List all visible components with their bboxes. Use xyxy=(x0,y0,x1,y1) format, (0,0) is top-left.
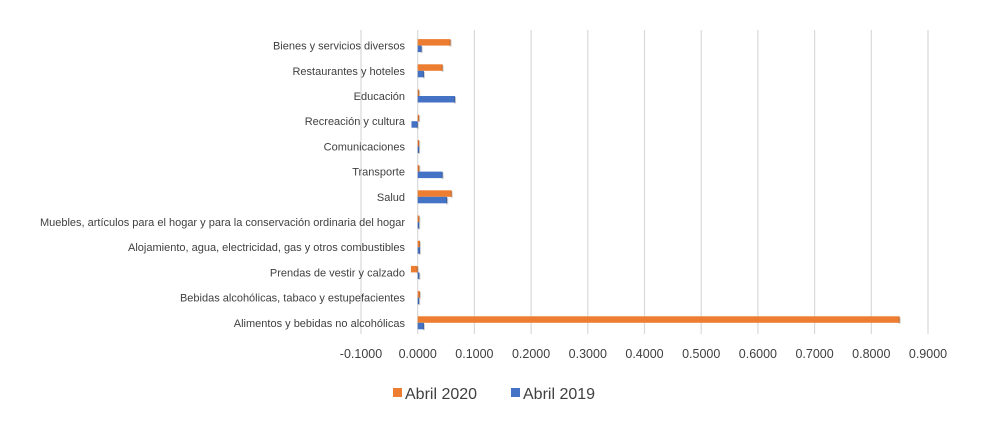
bar-shadow xyxy=(446,197,449,205)
bar-abril-2019 xyxy=(411,121,418,128)
bars xyxy=(410,39,901,331)
bar-abril-2019 xyxy=(417,196,448,204)
bar-abril-2019 xyxy=(417,96,456,103)
bar-abril-2019 xyxy=(417,247,420,254)
bar-shadow xyxy=(441,65,444,72)
x-tick-label: 0.0000 xyxy=(399,347,437,361)
x-tick-label: 0.3000 xyxy=(569,347,607,361)
bar-shadow xyxy=(418,273,421,280)
x-tick-label: 0.8000 xyxy=(852,347,890,361)
bar-abril-2020 xyxy=(417,291,420,298)
bar-abril-2020 xyxy=(417,39,451,46)
bar-abril-2019 xyxy=(417,45,422,53)
bar-shadow xyxy=(450,191,453,198)
category-label: Bebidas alcohólicas, tabaco y estupefaci… xyxy=(180,293,406,305)
x-tick-label: 0.9000 xyxy=(909,347,947,361)
bar-abril-2020 xyxy=(417,190,452,197)
x-tick-label: 0.4000 xyxy=(625,347,663,361)
legend-label-abril-2020: Abril 2020 xyxy=(405,386,477,403)
bar-abril-2019 xyxy=(417,272,420,279)
bar-shadow xyxy=(418,241,421,249)
bar-abril-2020 xyxy=(417,89,420,96)
category-label: Comunicaciones xyxy=(324,141,406,153)
x-tick-labels: -0.1000 0.0000 0.1000 0.2000 0.3000 0.4000 0.5… xyxy=(340,347,947,361)
x-tick-label: 0.1000 xyxy=(455,347,493,361)
category-label: Restaurantes y hoteles xyxy=(292,66,405,78)
legend-swatch-abril-2019 xyxy=(511,388,520,397)
bar-shadow xyxy=(418,298,421,306)
bar-shadow xyxy=(418,292,421,299)
x-tick-label: 0.6000 xyxy=(739,347,777,361)
bar-abril-2019 xyxy=(417,297,420,305)
legend-label-abril-2019: Abril 2019 xyxy=(523,386,595,403)
bar-shadow xyxy=(422,71,425,79)
bar-abril-2020 xyxy=(417,165,420,172)
bar-abril-2020 xyxy=(417,215,420,222)
legend-swatch-abril-2020 xyxy=(393,388,402,397)
bar-shadow xyxy=(418,216,421,223)
bar-abril-2019 xyxy=(417,171,443,179)
category-label: Transporte xyxy=(352,167,405,179)
category-label: Muebles, artículos para el hogar y para … xyxy=(40,217,405,229)
gridlines xyxy=(360,30,929,334)
bar-shadow xyxy=(441,172,444,180)
bar-shadow xyxy=(418,223,421,230)
legend: Abril 2020 Abril 2019 xyxy=(393,386,595,403)
bar-abril-2020 xyxy=(417,139,420,147)
category-label: Educación xyxy=(354,91,405,103)
bar-shadow xyxy=(416,122,419,129)
bar-abril-2019 xyxy=(417,222,420,229)
category-label: Bienes y servicios diversos xyxy=(273,41,406,53)
bar-shadow xyxy=(418,90,421,97)
bar-shadow xyxy=(449,40,452,47)
x-tick-label: 0.7000 xyxy=(795,347,833,361)
bar-shadow xyxy=(418,115,421,123)
bar-abril-2019 xyxy=(417,322,424,330)
bar-abril-2019 xyxy=(417,70,424,78)
bar-shadow xyxy=(416,266,419,274)
bar-abril-2020 xyxy=(417,240,420,248)
bar-shadow xyxy=(418,248,421,255)
x-tick-label: 0.2000 xyxy=(512,347,550,361)
x-tick-label: -0.1000 xyxy=(340,347,382,361)
bar-shadow xyxy=(422,323,425,331)
category-label: Recreación y cultura xyxy=(305,116,406,128)
bar-shadow xyxy=(418,147,421,154)
bar-shadow xyxy=(898,317,901,324)
bar-shadow xyxy=(454,97,457,104)
bar-abril-2019 xyxy=(417,146,420,153)
bar-abril-2020 xyxy=(417,114,420,122)
bar-shadow xyxy=(418,166,421,173)
category-label: Alimentos y bebidas no alcohólicas xyxy=(234,318,406,330)
category-label: Salud xyxy=(377,192,405,204)
bar-abril-2020 xyxy=(417,316,900,323)
category-label: Prendas de vestir y calzado xyxy=(270,267,405,279)
bar-shadow xyxy=(420,46,423,54)
bar-abril-2020 xyxy=(417,64,443,71)
bar-shadow xyxy=(418,140,421,148)
bar-abril-2020 xyxy=(410,265,418,273)
x-tick-label: 0.5000 xyxy=(682,347,720,361)
category-labels: Alimentos y bebidas no alcohólicas Bebida… xyxy=(40,41,406,330)
category-label: Alojamiento, agua, electricidad, gas y o… xyxy=(128,242,405,254)
